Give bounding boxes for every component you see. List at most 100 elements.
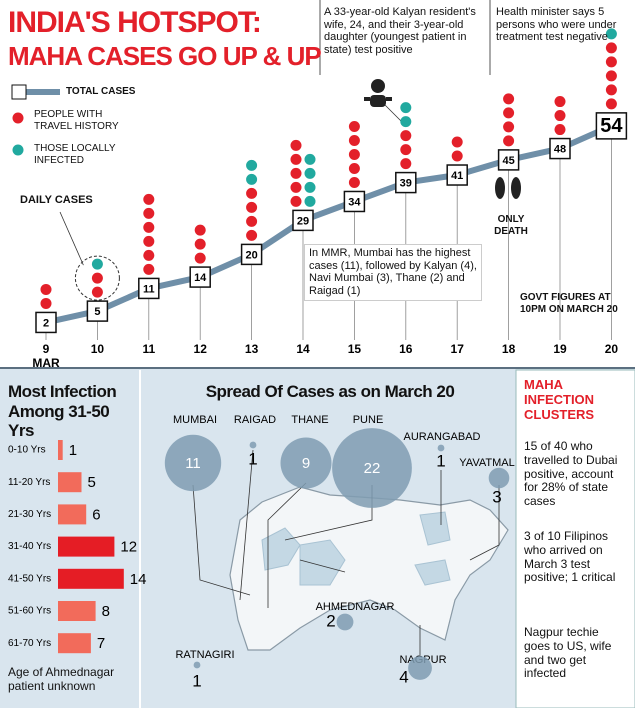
daily-dot [143, 193, 155, 205]
daily-dot [304, 181, 316, 193]
title: INDIA'S HOTSPOT: [8, 6, 262, 39]
daily-dot [194, 238, 206, 250]
daily-dot [503, 135, 515, 147]
x-tick-label: 10 [91, 342, 105, 356]
daily-dot [246, 201, 258, 213]
x-tick-label: 9 [43, 342, 50, 356]
total-label: 54 [600, 115, 623, 137]
leader [239, 449, 254, 601]
annotation: GOVT FIGURES AT 10PM ON MARCH 20 [520, 292, 618, 315]
bubble [164, 434, 222, 492]
bar [58, 568, 124, 589]
daily-dot [290, 139, 302, 151]
total-label: 20 [245, 249, 257, 261]
legend-marker [12, 112, 24, 124]
place-name: MUMBAI [173, 414, 217, 426]
daily-dot [400, 102, 412, 114]
bar [58, 536, 115, 557]
total-label: 39 [400, 177, 412, 189]
icon-part [371, 79, 385, 93]
baby-icon [364, 79, 392, 107]
annotation: Health minister says 5 persons who were … [496, 6, 617, 44]
leader [267, 482, 307, 608]
daily-dot [503, 121, 515, 133]
daily-dot [304, 167, 316, 179]
bubble-value: 1 [436, 451, 445, 470]
bubble-value: 3 [492, 487, 501, 506]
leader [469, 485, 500, 561]
daily-dot [605, 70, 617, 82]
daily-dot [554, 96, 566, 108]
daily-dot [304, 195, 316, 207]
place-name: YAVATMAL [459, 457, 514, 469]
total-label: 5 [94, 306, 100, 318]
bar-category: 61-70 Yrs [8, 638, 51, 649]
daily-dot [91, 286, 103, 298]
bar-value: 5 [88, 474, 96, 491]
footprint-icon [495, 177, 521, 199]
bar [58, 601, 96, 621]
total-label: 48 [554, 143, 566, 155]
bar-category: 31-40 Yrs [8, 541, 51, 552]
bubble [437, 444, 445, 452]
bubble [193, 661, 201, 669]
icon-part [386, 97, 392, 101]
daily-dot [194, 252, 206, 264]
total-box [292, 209, 314, 232]
annotation: A 33-year-old Kalyan resident's wife, 24… [324, 6, 476, 56]
icon-part [511, 177, 521, 199]
total-label: 45 [502, 155, 514, 167]
place-name: THANE [291, 414, 328, 426]
bar [58, 504, 87, 525]
bar-category: 41-50 Yrs [8, 573, 51, 584]
daily-dot [554, 124, 566, 136]
x-tick-label: 19 [553, 342, 567, 356]
total-box [549, 137, 571, 160]
district [299, 539, 346, 586]
bubble-value: 1 [192, 671, 201, 690]
total-label: 34 [348, 196, 361, 208]
daily-dot [503, 93, 515, 105]
daily-dot [246, 159, 258, 171]
daily-dot [400, 144, 412, 156]
leader [299, 559, 346, 573]
daily-dot [246, 187, 258, 199]
annotation: DAILY CASES [20, 194, 93, 206]
daily-dot [451, 150, 463, 162]
leader-lines [192, 449, 500, 655]
daily-dot [348, 148, 360, 160]
daily-dot [348, 162, 360, 174]
bubble-value: 2 [326, 611, 335, 630]
x-tick-label: 14 [296, 342, 310, 356]
x-tick-label: 16 [399, 342, 413, 356]
bar [58, 440, 63, 460]
map-title: Spread Of Cases as on March 20 [205, 382, 455, 401]
daily-dot [40, 297, 52, 309]
bar-value: 8 [102, 603, 110, 620]
legend-label: PEOPLE WITH TRAVEL HISTORY [34, 109, 119, 132]
daily-dot [246, 215, 258, 227]
total-label: 29 [297, 215, 309, 227]
legend-box [11, 84, 27, 100]
daily-dot [194, 224, 206, 236]
place-name: PUNE [353, 414, 384, 426]
x-tick-label: 20 [605, 342, 619, 356]
district [414, 559, 451, 586]
daily-dot [503, 107, 515, 119]
total-label: 14 [194, 272, 207, 284]
daily-dot [143, 207, 155, 219]
total-box [35, 311, 57, 334]
icon-part [495, 177, 505, 199]
bar-category: 51-60 Yrs [8, 606, 51, 617]
x-tick-label: 17 [451, 342, 465, 356]
district [419, 511, 451, 546]
annotation: In MMR, Mumbai has the highest cases (11… [304, 244, 482, 301]
total-label: 11 [143, 283, 155, 295]
clusters-panel [515, 369, 635, 708]
daily-dot [348, 120, 360, 132]
bar [58, 472, 82, 493]
daily-dot [143, 263, 155, 275]
daily-dot [40, 283, 52, 295]
bar-value: 7 [97, 635, 105, 652]
